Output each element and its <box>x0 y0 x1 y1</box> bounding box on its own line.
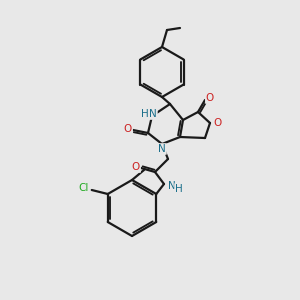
Text: N: N <box>168 181 176 191</box>
Text: N: N <box>158 144 166 154</box>
Text: Cl: Cl <box>79 183 89 193</box>
Text: O: O <box>206 93 214 103</box>
Text: O: O <box>124 124 132 134</box>
Text: H: H <box>175 184 183 194</box>
Text: H: H <box>141 109 149 119</box>
Text: O: O <box>132 162 140 172</box>
Text: N: N <box>149 109 157 119</box>
Text: O: O <box>213 118 221 128</box>
